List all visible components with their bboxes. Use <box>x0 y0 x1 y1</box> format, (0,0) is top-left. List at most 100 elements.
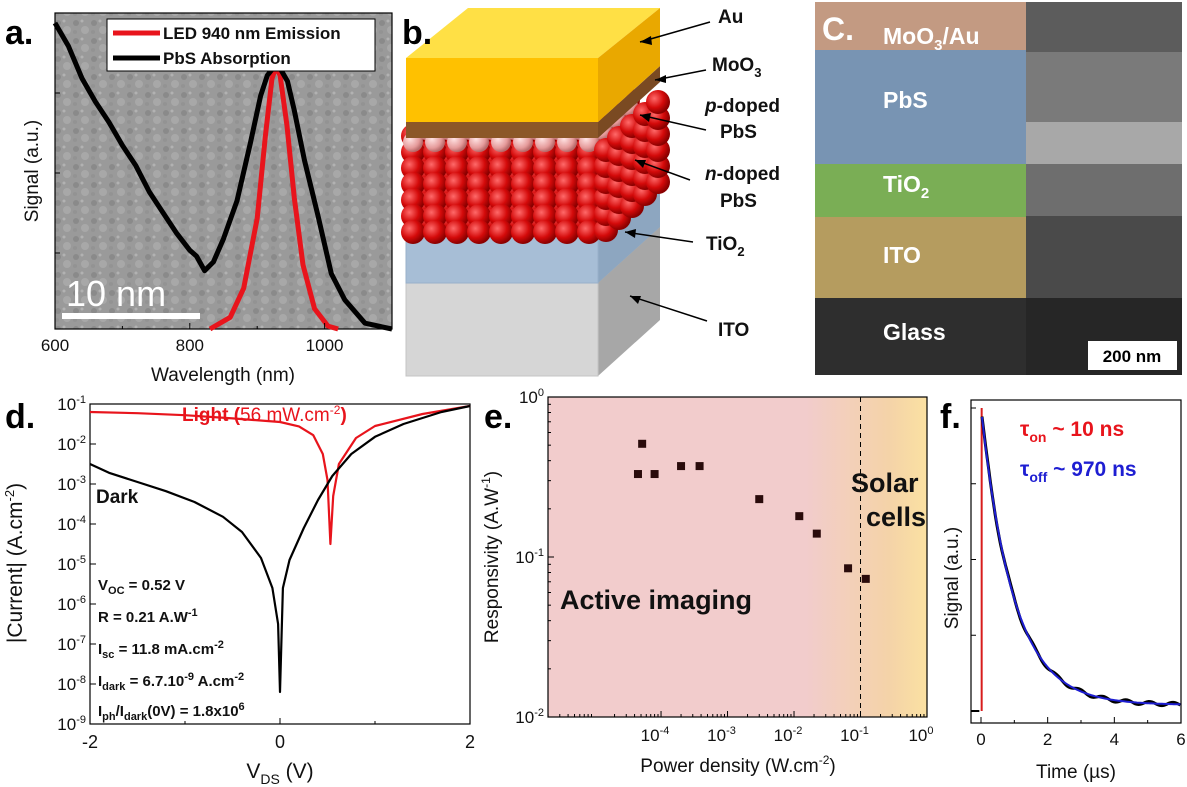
au-layer-front <box>406 58 598 122</box>
panel-e-region-bg <box>548 397 927 717</box>
panel-a-xtick-label-2: 1000 <box>306 336 344 355</box>
panel-f-xlabel: Time (µs) <box>1036 762 1116 783</box>
data-point-0 <box>633 470 642 479</box>
data-point-2 <box>650 470 659 479</box>
panel-d-ytick-label-7: 10-2 <box>57 434 86 454</box>
sem-layer-pbs <box>815 50 1026 164</box>
label-au: Au <box>718 7 743 28</box>
panel-e-points <box>633 439 870 583</box>
tem-scalebar-label: 10 nm <box>66 273 166 314</box>
pbs-dot <box>555 220 579 244</box>
legend-label-led: LED 940 nm Emission <box>163 24 341 43</box>
panel-a-xlabel: Wavelength (nm) <box>151 365 295 386</box>
panel-d-curves <box>89 404 471 694</box>
panel-a: 600 800 1000 LED 940 nm Emission PbS Absor… <box>5 12 393 386</box>
panel-d-series-dark <box>89 404 471 694</box>
sem-label-pbs: PbS <box>883 87 928 113</box>
panel-d-ylabel: |Current| (A.cm-2) <box>2 483 27 643</box>
panel-e-xtick-label-3: 10-1 <box>840 725 869 745</box>
region-label-cells: cells <box>866 502 926 532</box>
pbs-dot <box>533 220 557 244</box>
panel-a-legend-box <box>106 18 376 72</box>
label-n-pbs: PbS <box>720 191 757 212</box>
panel-d-ytick-label-5: 10-4 <box>57 514 86 534</box>
annotation-isc: Isc = 11.8 mA.cm-2 <box>98 639 224 661</box>
panel-f-curves <box>971 408 1181 712</box>
panel-label-a: a. <box>5 14 33 52</box>
data-point-3 <box>677 462 686 471</box>
panel-f-ylabel: Signal (a.u.) <box>942 527 963 629</box>
panel-d-xtick-label-2: 2 <box>465 732 475 752</box>
panel-f-xtick-label-1: 2 <box>1043 730 1052 749</box>
panel-b: Au MoO3 p-doped PbS n-doped PbS TiO2 ITO… <box>401 7 780 377</box>
label-moo3: MoO3 <box>712 55 761 80</box>
sem-layer-glass <box>815 298 1026 375</box>
panel-d-ytick-label-6: 10-3 <box>57 474 86 494</box>
label-p-doped: p-doped <box>704 96 780 117</box>
pbs-dot <box>489 220 513 244</box>
sem-layer-moo3-au <box>815 2 1026 50</box>
panel-a-xtick-label-1: 800 <box>176 336 204 355</box>
panel-d-xtick-label-1: 0 <box>275 732 285 752</box>
panel-c: MoO3/Au PbS TiO2 ITO Glass 200 nm C. <box>815 2 1182 375</box>
panel-e-ytick-label-0: 10-2 <box>515 707 544 727</box>
panel-label-d: d. <box>5 398 35 436</box>
data-point-6 <box>795 512 804 521</box>
panel-d-xlabel: VDS (V) <box>246 760 313 787</box>
label-n-doped: n-doped <box>705 164 780 185</box>
panel-a-ticks: 600 800 1000 <box>41 92 393 355</box>
sem-right-tio2 <box>1026 164 1182 216</box>
panel-e-ylabel: Responsivity (A.W-1) <box>479 471 503 643</box>
panel-d-annotations: VOC = 0.52 V R = 0.21 A.W-1 Isc = 11.8 m… <box>98 577 245 723</box>
panel-f-xtick-label-0: 0 <box>976 730 985 749</box>
annotation-responsivity: R = 0.21 A.W-1 <box>98 607 198 626</box>
pbs-dot <box>511 220 535 244</box>
panel-d-ytick-label-3: 10-6 <box>57 594 86 614</box>
data-point-5 <box>755 495 764 504</box>
panel-label-e: e. <box>484 398 512 436</box>
panel-f-ticks: 0 2 4 6 <box>971 407 1186 749</box>
tau-off-label: τoff ~ 970 ns <box>1020 458 1137 485</box>
panel-b-arrowheads <box>625 36 666 304</box>
panel-d-ytick-label-1: 10-8 <box>57 674 86 694</box>
sem-layer-tio2 <box>815 164 1026 217</box>
pbs-dot <box>423 220 447 244</box>
panel-d-ytick-label-0: 10-9 <box>57 714 86 734</box>
panel-d-xtick-label-0: -2 <box>82 732 98 752</box>
annotation-idark: Idark = 6.7.10-9 A.cm-2 <box>98 671 244 693</box>
sem-layer-ito <box>815 217 1026 298</box>
annotation-ratio: Iph/Idark(0V) = 1.8x106 <box>98 701 245 723</box>
tem-scalebar <box>62 313 200 319</box>
panel-label-b: b. <box>402 14 432 52</box>
data-point-7 <box>812 529 821 538</box>
tau-on-label: τon ~ 10 ns <box>1020 418 1124 445</box>
panel-e-xtick-label-0: 10-4 <box>641 725 670 745</box>
region-label-active-imaging: Active imaging <box>560 585 752 615</box>
sem-right-ito <box>1026 216 1182 298</box>
au-layer-side <box>598 8 660 122</box>
pbs-dot <box>445 220 469 244</box>
annotation-voc: VOC = 0.52 V <box>98 577 185 597</box>
dark-label: Dark <box>96 487 139 508</box>
panel-d-ticks: 10-9 10-8 10-7 10-6 10-5 10-4 10-3 10-2 10-1 -2 0 2 <box>57 394 475 752</box>
panel-e-ticks: 10-4 10-3 10-2 10-1 100 10-2 10-1 100 <box>515 387 933 745</box>
sem-scalebar-label: 200 nm <box>1103 347 1162 366</box>
panel-e-xtick-label-1: 10-3 <box>707 725 736 745</box>
panel-e-ytick-label-1: 10-1 <box>515 547 544 567</box>
moo3-layer-side <box>598 66 660 138</box>
data-point-1 <box>638 439 647 448</box>
panel-f-series-fit <box>981 416 1181 706</box>
label-p-pbs: PbS <box>720 122 757 143</box>
sem-right-pbs <box>1026 52 1182 122</box>
panel-a-frame <box>54 12 393 330</box>
light-label: Light (56 mW.cm-2) <box>182 403 347 426</box>
panel-d: 10-9 10-8 10-7 10-6 10-5 10-4 10-3 10-2 10-1 -2 0 2… <box>2 394 475 787</box>
panel-label-f: f. <box>940 398 961 436</box>
panel-a-xtick-label-0: 600 <box>41 336 69 355</box>
panel-e-xlabel: Power density (W.cm-2) <box>640 753 835 777</box>
region-label-solar: Solar <box>851 468 919 498</box>
sem-label-glass: Glass <box>883 319 946 345</box>
label-tio2: TiO2 <box>706 234 745 259</box>
pbs-dot <box>467 220 491 244</box>
